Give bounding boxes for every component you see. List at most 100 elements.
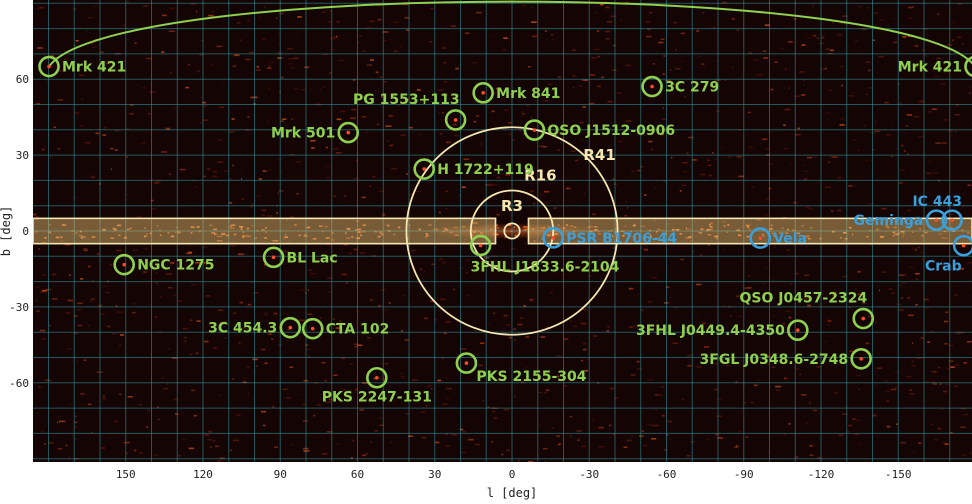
noise-speck bbox=[944, 342, 948, 345]
noise-speck bbox=[922, 258, 924, 261]
noise-speck bbox=[295, 393, 299, 396]
noise-speck bbox=[653, 424, 659, 427]
noise-speck bbox=[443, 332, 447, 335]
noise-speck bbox=[871, 149, 875, 151]
plane-emission bbox=[379, 232, 384, 235]
noise-speck bbox=[450, 120, 455, 122]
noise-speck bbox=[88, 325, 90, 327]
noise-speck bbox=[808, 402, 811, 404]
noise-speck bbox=[570, 150, 576, 152]
noise-speck bbox=[167, 383, 169, 385]
noise-speck bbox=[411, 301, 415, 304]
noise-speck bbox=[336, 21, 340, 23]
noise-speck bbox=[580, 121, 584, 124]
noise-speck bbox=[509, 336, 512, 339]
noise-speck bbox=[320, 317, 322, 319]
noise-speck bbox=[841, 84, 843, 87]
source-marker bbox=[542, 227, 565, 249]
noise-speck bbox=[624, 225, 628, 228]
noise-speck bbox=[465, 32, 470, 34]
noise-speck bbox=[862, 294, 866, 297]
noise-speck bbox=[950, 366, 955, 368]
noise-speck bbox=[829, 89, 832, 92]
noise-speck bbox=[356, 220, 361, 223]
noise-speck bbox=[379, 190, 385, 193]
noise-speck bbox=[322, 86, 325, 88]
noise-speck bbox=[911, 364, 917, 367]
noise-speck bbox=[544, 391, 547, 394]
noise-speck bbox=[210, 64, 214, 66]
noise-speck bbox=[450, 25, 456, 27]
noise-speck bbox=[398, 104, 400, 107]
plane-emission bbox=[716, 237, 718, 240]
noise-speck bbox=[954, 385, 958, 388]
noise-speck bbox=[519, 129, 523, 132]
plane-emission bbox=[969, 232, 971, 234]
noise-speck bbox=[691, 328, 695, 330]
noise-speck bbox=[771, 366, 776, 369]
noise-speck bbox=[269, 61, 274, 63]
noise-speck bbox=[784, 147, 788, 150]
plane-emission bbox=[304, 234, 307, 236]
noise-speck bbox=[907, 209, 911, 212]
noise-speck bbox=[246, 366, 251, 368]
noise-speck bbox=[513, 328, 516, 330]
noise-speck bbox=[828, 161, 831, 163]
noise-speck bbox=[100, 51, 105, 54]
noise-speck bbox=[662, 414, 665, 417]
plane-emission bbox=[265, 231, 267, 233]
noise-speck bbox=[154, 454, 158, 457]
noise-speck bbox=[305, 348, 311, 351]
noise-speck bbox=[577, 439, 580, 441]
noise-speck bbox=[698, 55, 701, 58]
noise-speck bbox=[786, 249, 791, 251]
noise-speck bbox=[137, 394, 140, 397]
noise-speck bbox=[279, 171, 284, 174]
noise-speck bbox=[437, 89, 444, 92]
noise-speck bbox=[445, 433, 449, 435]
noise-speck bbox=[680, 258, 685, 261]
noise-speck bbox=[519, 317, 524, 319]
noise-speck bbox=[384, 362, 389, 365]
source-label: H 1722+119 bbox=[437, 162, 534, 178]
noise-speck bbox=[821, 37, 825, 39]
plane-emission bbox=[263, 237, 267, 239]
noise-speck bbox=[324, 165, 331, 168]
noise-speck bbox=[307, 313, 312, 315]
noise-speck bbox=[820, 68, 826, 71]
noise-speck bbox=[369, 20, 375, 23]
x-axis-label: l [deg] bbox=[487, 486, 538, 500]
noise-speck bbox=[911, 279, 913, 282]
plane-emission bbox=[247, 235, 251, 238]
noise-speck bbox=[607, 325, 610, 328]
noise-speck bbox=[888, 288, 893, 290]
noise-speck bbox=[508, 133, 512, 136]
plane-emission bbox=[357, 231, 361, 233]
noise-speck bbox=[333, 374, 338, 376]
noise-speck bbox=[876, 367, 882, 369]
noise-speck bbox=[777, 14, 780, 16]
noise-speck bbox=[633, 293, 635, 296]
noise-speck bbox=[376, 123, 380, 126]
noise-speck bbox=[269, 330, 275, 333]
noise-speck bbox=[300, 88, 306, 91]
noise-speck bbox=[550, 291, 553, 294]
noise-speck bbox=[357, 310, 360, 313]
noise-speck bbox=[309, 88, 312, 91]
noise-speck bbox=[721, 305, 726, 307]
noise-speck bbox=[715, 433, 720, 436]
noise-speck bbox=[195, 185, 198, 188]
noise-speck bbox=[466, 272, 468, 274]
noise-speck bbox=[616, 92, 622, 94]
noise-speck bbox=[735, 295, 741, 298]
noise-speck bbox=[321, 133, 325, 135]
noise-speck bbox=[286, 396, 292, 399]
noise-speck bbox=[571, 49, 577, 51]
noise-speck bbox=[827, 323, 830, 326]
noise-speck bbox=[207, 168, 211, 170]
noise-speck bbox=[744, 287, 750, 289]
noise-speck bbox=[582, 308, 588, 311]
noise-speck bbox=[523, 4, 526, 7]
noise-speck bbox=[346, 282, 348, 284]
noise-speck bbox=[825, 186, 831, 189]
